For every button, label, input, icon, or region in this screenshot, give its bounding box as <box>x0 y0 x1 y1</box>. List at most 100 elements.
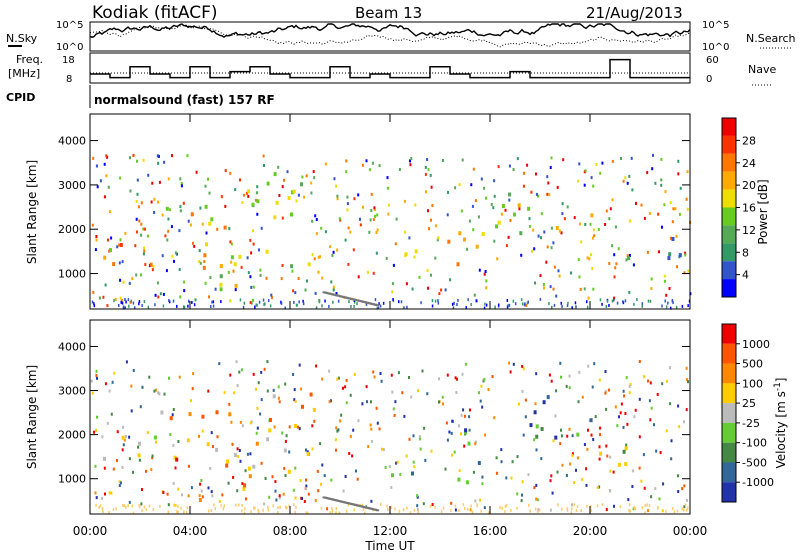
echo-cell <box>550 474 553 478</box>
echo-cell <box>204 204 208 209</box>
echo-cell <box>604 390 607 394</box>
echo-cell <box>153 435 157 440</box>
echo-cell <box>410 157 413 160</box>
echo-cell <box>221 493 224 497</box>
echo-cell <box>424 458 427 462</box>
ground-scatter-cell <box>417 510 420 514</box>
echo-cell <box>167 229 170 233</box>
echo-cell <box>456 262 460 267</box>
echo-cell <box>180 184 183 188</box>
echo-cell <box>573 481 576 485</box>
ground-scatter-cell <box>601 503 604 507</box>
echo-cell <box>321 463 324 467</box>
echo-cell <box>468 415 471 419</box>
echo-cell <box>171 254 174 258</box>
echo-cell <box>616 424 619 428</box>
colorbar-segment <box>722 261 736 280</box>
echo-cell <box>505 476 508 480</box>
echo-cell <box>120 298 123 302</box>
echo-cell <box>207 177 209 181</box>
echo-cell <box>626 422 629 426</box>
echo-cell <box>121 465 124 469</box>
echo-cell <box>215 447 219 452</box>
echo-cell <box>205 231 208 235</box>
echo-cell <box>543 230 546 234</box>
ground-scatter-cell <box>570 511 573 515</box>
echo-cell <box>686 170 689 174</box>
echo-cell <box>365 385 368 389</box>
echo-cell <box>150 468 153 472</box>
ground-scatter-cell <box>561 507 563 511</box>
echo-cell <box>367 445 370 449</box>
echo-cell <box>346 202 349 206</box>
echo-cell <box>106 421 109 425</box>
echo-cell <box>243 483 247 488</box>
echo-cell <box>230 255 234 260</box>
echo-cell <box>177 440 180 443</box>
ground-scatter-cell <box>683 508 685 512</box>
echo-cell <box>491 375 494 378</box>
ground-scatter-cell <box>452 306 455 310</box>
echo-cell <box>517 402 520 406</box>
echo-cell <box>675 234 678 238</box>
ground-scatter-cell <box>298 300 300 304</box>
echo-cell <box>554 435 558 440</box>
ground-scatter-cell <box>159 504 161 508</box>
echo-cell <box>334 438 337 442</box>
echo-cell <box>190 212 194 217</box>
echo-cell <box>372 370 375 374</box>
echo-cell <box>273 425 276 429</box>
echo-cell <box>624 462 628 467</box>
ground-scatter-cell <box>681 507 683 511</box>
echo-cell <box>467 441 471 446</box>
echo-cell <box>661 509 664 513</box>
echo-cell <box>537 194 539 198</box>
echo-cell <box>485 196 488 200</box>
echo-cell <box>378 164 381 168</box>
echo-cell <box>135 217 138 221</box>
echo-cell <box>672 207 675 211</box>
echo-cell <box>552 439 555 443</box>
ground-scatter-cell <box>636 298 638 301</box>
echo-cell <box>483 272 486 276</box>
ground-scatter-cell <box>586 504 588 508</box>
echo-cell <box>376 213 379 217</box>
ground-scatter-cell <box>576 505 579 509</box>
echo-cell <box>259 268 262 272</box>
echo-cell <box>534 281 537 285</box>
echo-cell <box>584 169 587 173</box>
echo-cell <box>129 189 132 193</box>
echo-cell <box>493 416 496 420</box>
echo-cell <box>353 197 356 201</box>
power-y-axis: 1000 2000 3000 4000 <box>58 135 690 281</box>
echo-cell <box>315 232 318 236</box>
echo-cell <box>605 444 608 448</box>
echo-cell <box>565 384 568 388</box>
ground-scatter-cell <box>687 304 689 308</box>
echo-cell <box>99 179 102 183</box>
echo-cell <box>671 220 674 224</box>
echo-cell <box>293 398 296 402</box>
echo-cell <box>310 191 313 195</box>
echo-cell <box>215 410 219 415</box>
echo-cell <box>317 489 320 493</box>
echo-cell <box>668 252 672 257</box>
ground-scatter-cell <box>264 302 266 306</box>
ground-scatter-cell <box>512 299 515 303</box>
echo-cell <box>336 377 339 381</box>
colorbar-segment <box>722 171 736 190</box>
ground-scatter-cell <box>431 299 434 303</box>
echo-cell <box>554 414 557 418</box>
echo-cell <box>157 161 160 165</box>
echo-cell <box>640 479 643 483</box>
echo-cell <box>394 242 397 246</box>
ground-scatter-cell <box>606 299 609 303</box>
echo-cell <box>252 464 256 469</box>
echo-cell <box>283 178 285 182</box>
echo-cell <box>592 184 595 188</box>
echo-cell <box>526 163 529 167</box>
echo-cell <box>671 237 675 241</box>
echo-cell <box>92 291 95 294</box>
echo-cell <box>203 253 207 258</box>
